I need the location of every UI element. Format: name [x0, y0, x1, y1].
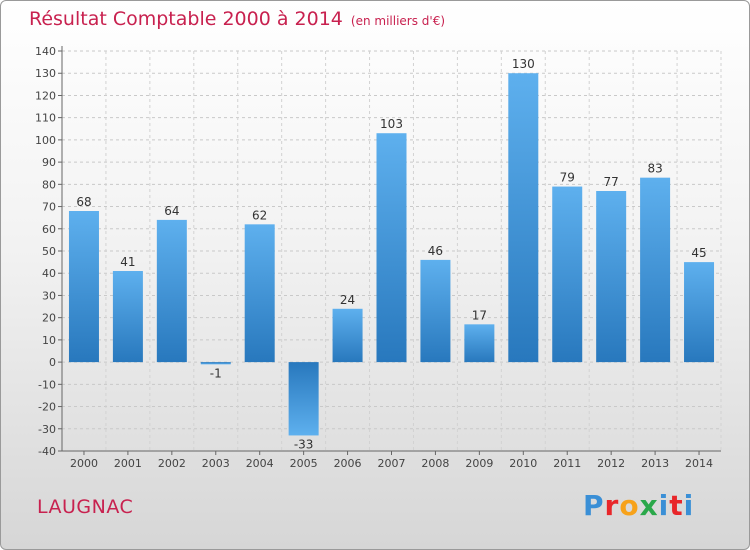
axis-layer: -40 -30 -20 -10 0 10 20 30 40 50 60 70 80 90 100 110 120… — [35, 45, 721, 470]
x-tick-label: 2014 — [685, 457, 713, 470]
data-label: 77 — [604, 175, 619, 189]
y-tick-label: 110 — [35, 112, 56, 125]
x-tick-label: 2004 — [246, 457, 274, 470]
bar — [200, 362, 231, 365]
data-label: 130 — [512, 57, 535, 71]
data-label: 17 — [472, 308, 487, 322]
bar — [156, 219, 187, 363]
bar — [596, 191, 627, 363]
title-main: Résultat Comptable 2000 à 2014 — [29, 8, 343, 30]
data-label: 83 — [647, 162, 662, 176]
y-tick-label: 140 — [35, 45, 56, 58]
y-tick-label: 30 — [42, 289, 56, 302]
y-tick-label: 120 — [35, 89, 56, 102]
logo-letter: P — [583, 489, 605, 522]
y-tick-label: 80 — [42, 178, 56, 191]
y-tick-label: -30 — [38, 423, 56, 436]
y-tick-label: 10 — [42, 334, 56, 347]
proxiti-logo: Proxiti — [583, 489, 694, 522]
logo-letter: o — [619, 489, 640, 522]
x-tick-label: 2013 — [641, 457, 669, 470]
bar — [552, 186, 583, 363]
y-tick-label: 60 — [42, 223, 56, 236]
data-label: 46 — [428, 244, 443, 258]
bar — [376, 133, 407, 363]
bar — [68, 211, 99, 363]
data-label: 41 — [120, 255, 135, 269]
y-tick-label: 130 — [35, 67, 56, 80]
data-label: -1 — [210, 366, 222, 380]
bar — [288, 362, 319, 436]
data-label: 68 — [76, 195, 91, 209]
x-tick-label: 2009 — [465, 457, 493, 470]
x-tick-label: 2008 — [421, 457, 449, 470]
x-tick-label: 2007 — [378, 457, 406, 470]
data-label: 62 — [252, 208, 267, 222]
bar — [508, 73, 539, 363]
bar — [112, 271, 143, 363]
bars-layer: 68 41 64 -1 62 -33 24 103 46 17 130 79 77 83 45 — [68, 57, 715, 451]
data-label: 24 — [340, 293, 355, 307]
bar — [332, 308, 363, 363]
y-tick-label: 0 — [49, 356, 56, 369]
y-tick-label: 70 — [42, 201, 56, 214]
data-label: 103 — [380, 117, 403, 131]
y-tick-label: 100 — [35, 134, 56, 147]
logo-letter: x — [639, 489, 659, 522]
bar — [420, 259, 451, 363]
y-tick-label: -40 — [38, 445, 56, 458]
x-tick-label: 2011 — [553, 457, 581, 470]
y-tick-label: -20 — [38, 401, 56, 414]
x-tick-label: 2012 — [597, 457, 625, 470]
bar — [244, 224, 275, 363]
logo-letter: r — [604, 489, 620, 522]
title-subtitle: (en milliers d'€) — [350, 14, 446, 28]
x-tick-label: 2005 — [290, 457, 318, 470]
x-tick-label: 2006 — [334, 457, 362, 470]
bar — [464, 324, 495, 363]
logo-letter: i — [683, 489, 695, 522]
x-tick-label: 2003 — [202, 457, 230, 470]
bar — [640, 177, 671, 363]
logo-letter: i — [658, 489, 670, 522]
data-label: 45 — [691, 246, 706, 260]
y-tick-label: 50 — [42, 245, 56, 258]
x-tick-label: 2010 — [509, 457, 537, 470]
y-tick-label: 90 — [42, 156, 56, 169]
y-tick-label: -10 — [38, 378, 56, 391]
logo-letter: t — [669, 489, 684, 522]
data-label: -33 — [294, 437, 314, 451]
chart-title: Résultat Comptable 2000 à 2014 (en millie… — [29, 8, 445, 30]
x-tick-label: 2000 — [70, 457, 98, 470]
y-tick-label: 40 — [42, 267, 56, 280]
data-label: 79 — [560, 171, 575, 185]
city-name: LAUGNAC — [37, 496, 134, 518]
x-tick-label: 2001 — [114, 457, 142, 470]
bar — [684, 262, 715, 363]
y-tick-label: 20 — [42, 312, 56, 325]
data-label: 64 — [164, 204, 179, 218]
x-tick-label: 2002 — [158, 457, 186, 470]
